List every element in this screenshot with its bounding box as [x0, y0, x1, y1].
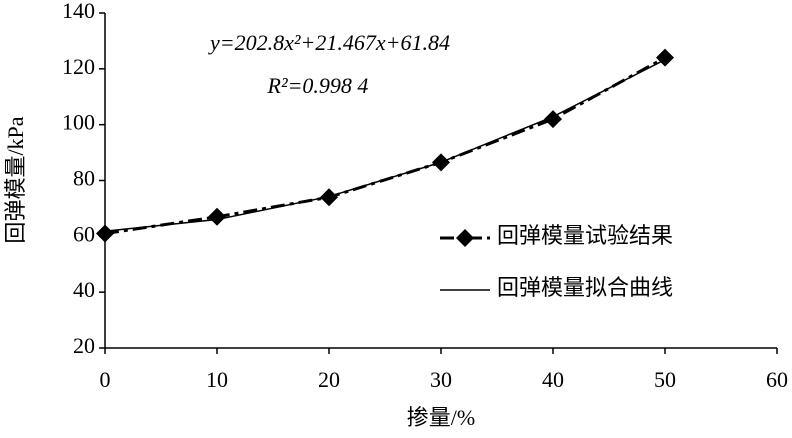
- y-tick-label: 20: [73, 333, 95, 358]
- y-tick-label: 140: [62, 0, 95, 23]
- x-tick-label: 30: [430, 367, 452, 392]
- x-axis-title: 掺量/%: [407, 405, 475, 430]
- series-line: [104, 59, 666, 232]
- y-tick-label: 120: [62, 54, 95, 79]
- r-squared: R²=0.998 4: [267, 73, 369, 98]
- y-tick-label: 100: [62, 110, 95, 135]
- x-tick-label: 50: [654, 367, 676, 392]
- equation: y=202.8x²+21.467x+61.84: [208, 30, 450, 55]
- data-point: [208, 207, 226, 226]
- x-tick-label: 60: [766, 367, 788, 392]
- legend-marker: [456, 229, 474, 247]
- data-point: [96, 224, 114, 243]
- y-tick-label: 80: [73, 166, 95, 191]
- series-line: [104, 56, 666, 236]
- y-tick-label: 60: [73, 221, 95, 246]
- x-tick-label: 0: [100, 367, 111, 392]
- x-tick-label: 20: [318, 367, 340, 392]
- y-tick-label: 40: [73, 277, 95, 302]
- data-point: [656, 48, 674, 67]
- x-tick-label: 10: [206, 367, 228, 392]
- legend-label: 回弹模量试验结果: [497, 223, 673, 248]
- y-axis-title: 回弹模量/kPa: [3, 116, 28, 243]
- x-tick-label: 40: [542, 367, 564, 392]
- legend-label: 回弹模量拟合曲线: [497, 275, 673, 300]
